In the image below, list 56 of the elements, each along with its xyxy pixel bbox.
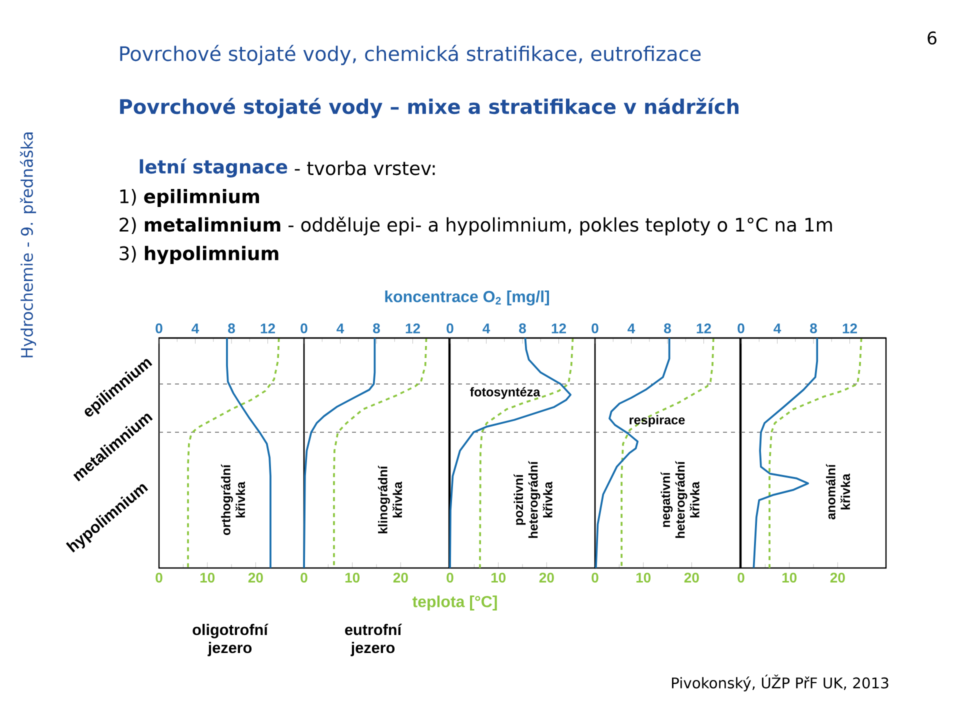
x-tick-label: 10 <box>782 572 797 583</box>
x-tick-label: 10 <box>636 572 651 583</box>
text: Povrchové stojaté vody, chemická stratifikace, eutrofizace <box>120 44 701 66</box>
x2-tick-label: 12 <box>842 324 857 334</box>
x2-tick-label: 4 <box>336 324 344 334</box>
annotation: pozitivní heterográdní křivka <box>514 460 552 538</box>
annotation: klinográdní křivka <box>378 466 402 534</box>
x2-tick-label: 0 <box>156 323 162 334</box>
x2-tick-label: 0 <box>738 323 744 334</box>
x2-tick-label: 0 <box>300 323 308 334</box>
annotation: respirace <box>630 415 685 427</box>
text: Pivokonský, ÚŽP PřF UK, 2013 <box>672 674 888 692</box>
text: Hydrochemie - 9. přednáška <box>20 132 36 358</box>
x-tick-label: 0 <box>156 572 162 583</box>
x2-tick-label: 4 <box>192 324 200 334</box>
annotation: orthográdní křivka <box>220 464 246 536</box>
annotation: anomální křivka <box>826 464 850 520</box>
text: 3) hypolimnium <box>120 246 278 264</box>
x2-tick-label: 8 <box>228 323 235 334</box>
x-tick-label: 10 <box>200 572 215 583</box>
x2-axis-title: koncentrace O$_{2}$ [mg/l] <box>385 290 549 306</box>
annotation: fotosyntéza <box>470 387 540 399</box>
text: 2) metalimnium - odděluje epi- a hypolimnium, pokles teploty o 1°C na 1m <box>120 216 832 236</box>
x2-tick-label: 8 <box>810 323 817 334</box>
x2-tick-label: 8 <box>664 323 671 334</box>
x2-tick-label: 4 <box>628 324 636 334</box>
text: oligotrofní jezero <box>192 624 268 656</box>
x-tick-label: 20 <box>393 572 408 583</box>
x2-tick-label: 12 <box>696 324 711 334</box>
x-tick-label: 0 <box>300 572 308 583</box>
text: letní stagnace <box>140 158 288 178</box>
text: - tvorba vrstev: <box>294 160 435 176</box>
x-tick-label: 0 <box>738 572 744 583</box>
annotation: negativní heterográdní křivka <box>660 460 700 538</box>
x-tick-label: 10 <box>345 572 360 583</box>
x2-tick-label: 0 <box>592 323 598 334</box>
x2-tick-label: 12 <box>406 324 420 334</box>
x-tick-label: 0 <box>592 572 598 583</box>
x2-tick-label: 8 <box>519 323 526 334</box>
x-tick-label: 20 <box>830 572 845 583</box>
x-axis-title: teplota [°C] <box>412 596 497 610</box>
x2-tick-label: 12 <box>260 324 275 334</box>
x-tick-label: 20 <box>684 572 699 583</box>
text: eutrofní jezero <box>345 624 402 656</box>
x-tick-label: 20 <box>539 572 554 583</box>
x2-tick-label: 8 <box>373 323 380 334</box>
x-tick-label: 0 <box>446 572 454 583</box>
text: 6 <box>928 31 936 45</box>
x2-tick-label: 4 <box>774 324 782 334</box>
text: 1) epilimnium <box>120 188 260 208</box>
text: Povrchové stojaté vody – mixe a stratifikace v nádržích <box>120 98 738 118</box>
x2-tick-label: 0 <box>446 323 454 334</box>
x-tick-label: 10 <box>491 572 506 583</box>
x-tick-label: 20 <box>248 572 263 583</box>
x2-tick-label: 12 <box>552 324 566 334</box>
x2-tick-label: 4 <box>482 324 490 334</box>
